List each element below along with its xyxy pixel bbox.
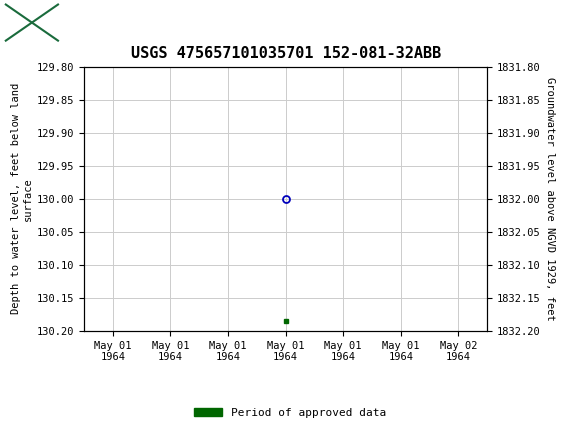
Text: USGS: USGS — [67, 15, 103, 30]
Bar — [6, 4, 58, 41]
Y-axis label: Groundwater level above NGVD 1929, feet: Groundwater level above NGVD 1929, feet — [545, 77, 555, 321]
Title: USGS 475657101035701 152-081-32ABB: USGS 475657101035701 152-081-32ABB — [130, 46, 441, 61]
Y-axis label: Depth to water level, feet below land
surface: Depth to water level, feet below land su… — [11, 83, 32, 314]
Legend: Period of approved data: Period of approved data — [190, 403, 390, 422]
